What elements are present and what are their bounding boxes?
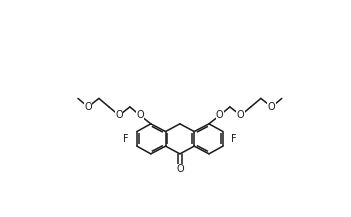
Text: F: F [231,134,237,144]
Text: O: O [176,164,184,174]
Text: O: O [237,110,245,120]
Text: O: O [136,110,144,120]
Text: O: O [84,102,92,112]
Text: O: O [115,110,123,120]
Text: F: F [123,134,129,144]
Text: O: O [216,110,224,120]
Text: O: O [268,102,276,112]
